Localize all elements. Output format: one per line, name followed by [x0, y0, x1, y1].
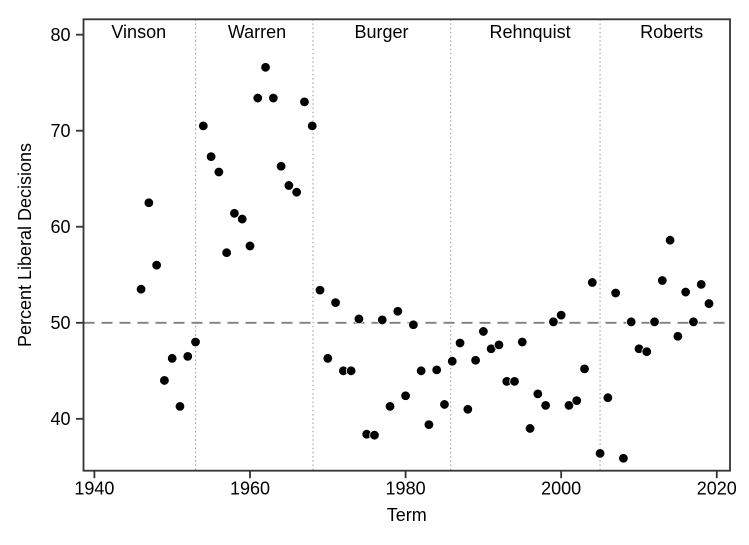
data-point: [641, 346, 652, 357]
data-point: [345, 365, 357, 377]
data-point: [400, 390, 411, 401]
data-point: [408, 319, 419, 330]
data-point: [680, 286, 691, 298]
data-point: [190, 336, 201, 348]
data-point: [688, 316, 699, 328]
data-point: [703, 298, 715, 309]
data-point: [221, 247, 232, 258]
era-labels-layer: Vinson Warren Burger Rehnquist Roberts: [111, 22, 703, 42]
data-point: [579, 363, 590, 375]
data-point: [571, 395, 582, 406]
data-point: [555, 309, 567, 321]
data-point: [322, 353, 333, 364]
y-tick-label: 80: [50, 25, 70, 45]
data-point: [260, 62, 271, 73]
data-points-layer: [135, 62, 715, 464]
data-point: [524, 423, 536, 434]
axis-ticks-layer: 1940 1960 1980 2000 2020 40 50 60 70 80: [50, 25, 736, 499]
data-point: [392, 306, 404, 317]
data-point: [548, 316, 559, 328]
x-tick-label: 1960: [230, 479, 270, 499]
data-point: [657, 275, 668, 286]
data-point: [159, 375, 170, 386]
y-axis-title: Percent Liberal Decisions: [15, 143, 35, 347]
data-point: [454, 337, 466, 349]
data-point: [649, 316, 660, 328]
data-point: [493, 339, 505, 351]
data-point: [314, 284, 326, 296]
plot-border: [82, 18, 731, 472]
data-point: [143, 197, 155, 208]
data-point: [198, 120, 209, 132]
data-point: [166, 353, 178, 364]
data-point: [625, 316, 637, 328]
x-axis-title: Term: [387, 505, 427, 525]
data-point: [135, 283, 147, 295]
x-tick-label: 1980: [386, 479, 426, 499]
plot-frame-layer: [82, 18, 731, 472]
x-tick-label: 2000: [541, 479, 581, 499]
data-point: [602, 392, 614, 403]
data-point: [369, 429, 380, 441]
data-point: [415, 365, 427, 377]
data-point: [509, 376, 520, 387]
era-label: Roberts: [640, 22, 703, 42]
data-point: [174, 401, 186, 412]
data-point: [610, 287, 621, 299]
data-point: [229, 208, 240, 219]
data-point: [299, 96, 310, 108]
x-tick-label: 1940: [74, 479, 114, 499]
x-tick-label: 2020: [697, 479, 737, 499]
data-point: [423, 419, 435, 430]
data-point: [439, 399, 450, 410]
data-point: [182, 351, 193, 362]
data-point: [540, 400, 551, 411]
era-label: Rehnquist: [490, 22, 571, 42]
era-label: Burger: [354, 22, 408, 42]
data-point: [618, 453, 629, 464]
data-point: [283, 180, 295, 191]
data-point: [517, 336, 528, 348]
y-tick-label: 50: [50, 313, 70, 333]
data-point: [275, 161, 287, 172]
data-point: [237, 213, 248, 225]
data-point: [252, 92, 263, 104]
data-point: [462, 404, 474, 415]
data-point: [384, 401, 396, 412]
data-point: [478, 326, 489, 337]
y-tick-label: 60: [50, 217, 70, 237]
era-dividers-layer: [194, 19, 601, 471]
data-point: [291, 186, 302, 198]
data-point: [431, 364, 442, 376]
era-label: Vinson: [111, 22, 166, 42]
data-point: [151, 259, 162, 271]
y-tick-label: 70: [50, 121, 70, 141]
data-point: [353, 313, 365, 325]
data-point: [447, 356, 458, 367]
data-point: [664, 234, 676, 246]
data-point: [377, 314, 388, 326]
data-point: [587, 277, 598, 288]
data-point: [470, 355, 481, 366]
data-point: [205, 151, 217, 162]
data-point: [532, 388, 544, 400]
data-point: [268, 92, 279, 104]
data-point: [696, 279, 707, 290]
era-label: Warren: [228, 22, 286, 42]
data-point: [244, 240, 256, 252]
data-point: [213, 166, 225, 178]
data-point: [307, 120, 318, 132]
data-point: [563, 400, 575, 411]
data-point: [330, 297, 341, 308]
y-tick-label: 40: [50, 409, 70, 429]
data-point: [672, 331, 684, 342]
data-point: [594, 448, 606, 459]
